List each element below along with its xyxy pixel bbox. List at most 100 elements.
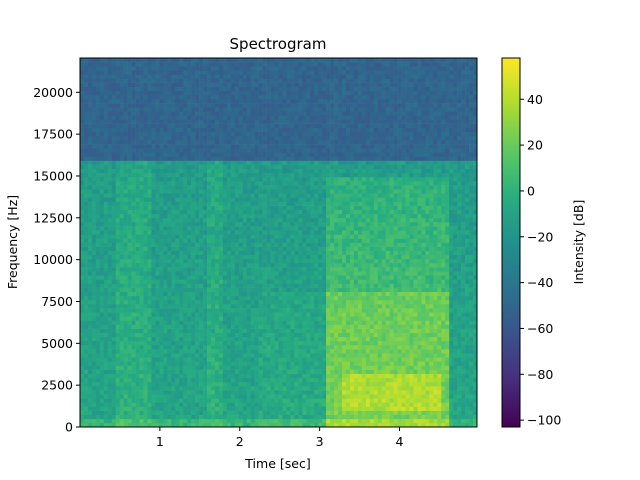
heatmap-cell xyxy=(238,152,244,157)
heatmap-cell xyxy=(167,172,172,178)
heatmap-cell xyxy=(91,193,97,198)
heatmap-cell xyxy=(115,258,120,264)
heatmap-cell xyxy=(135,340,140,346)
heatmap-cell xyxy=(99,357,105,362)
heatmap-cell xyxy=(80,295,85,301)
heatmap-cell xyxy=(123,369,128,374)
heatmap-cell xyxy=(258,254,263,260)
heatmap-cell xyxy=(234,287,240,292)
heatmap-cell xyxy=(175,123,180,128)
heatmap-cell xyxy=(115,324,120,329)
heatmap-cell xyxy=(91,312,97,317)
heatmap-cell xyxy=(179,82,184,87)
heatmap-cell xyxy=(183,246,188,251)
heatmap-cell xyxy=(147,181,152,186)
heatmap-cell xyxy=(258,103,263,108)
heatmap-cell xyxy=(175,222,180,227)
heatmap-cell xyxy=(183,267,188,272)
heatmap-cell xyxy=(270,193,275,198)
heatmap-cell xyxy=(254,90,259,96)
heatmap-cell xyxy=(151,258,156,264)
heatmap-cell xyxy=(195,361,200,366)
heatmap-cell xyxy=(131,234,136,239)
heatmap-cell xyxy=(250,316,255,321)
heatmap-cell xyxy=(270,119,275,124)
heatmap-cell xyxy=(226,156,232,161)
heatmap-cell xyxy=(91,422,97,428)
heatmap-cell xyxy=(278,164,283,169)
heatmap-cell xyxy=(135,308,140,313)
heatmap-cell xyxy=(147,234,152,239)
heatmap-cell xyxy=(115,406,120,411)
heatmap-cell xyxy=(218,111,224,116)
heatmap-cell xyxy=(226,123,232,128)
heatmap-cell xyxy=(214,365,220,370)
heatmap-cell xyxy=(199,66,204,71)
heatmap-cell xyxy=(91,103,97,108)
heatmap-cell xyxy=(119,82,124,87)
heatmap-cell xyxy=(131,267,136,272)
heatmap-cell xyxy=(266,394,271,399)
heatmap-cell xyxy=(199,131,204,137)
heatmap-cell xyxy=(119,369,124,374)
heatmap-cell xyxy=(207,291,212,297)
heatmap-cell xyxy=(95,414,101,420)
heatmap-cell xyxy=(230,226,236,231)
heatmap-cell xyxy=(294,267,299,272)
heatmap-cell xyxy=(151,135,156,141)
heatmap-cell xyxy=(199,365,204,370)
heatmap-cell xyxy=(99,258,105,264)
heatmap-cell xyxy=(222,410,228,415)
heatmap-cell xyxy=(214,381,220,387)
heatmap-cell xyxy=(183,357,188,362)
heatmap-cell xyxy=(191,74,196,79)
heatmap-cell xyxy=(230,74,236,79)
heatmap-cell xyxy=(258,353,263,358)
heatmap-cell xyxy=(282,156,287,161)
heatmap-cell xyxy=(83,213,89,219)
heatmap-cell xyxy=(179,414,184,420)
heatmap-cell xyxy=(87,410,93,415)
heatmap-cell xyxy=(203,369,208,374)
heatmap-cell xyxy=(135,181,140,186)
heatmap-cell xyxy=(131,107,136,112)
heatmap-cell xyxy=(151,119,156,124)
heatmap-cell xyxy=(214,336,220,342)
heatmap-cell xyxy=(226,127,232,133)
heatmap-cell xyxy=(207,386,212,391)
heatmap-cell xyxy=(211,99,216,104)
heatmap-cell xyxy=(115,156,120,161)
heatmap-cell xyxy=(187,152,192,157)
heatmap-cell xyxy=(155,320,160,325)
heatmap-cell xyxy=(278,336,283,342)
heatmap-cell xyxy=(179,209,184,215)
heatmap-cell xyxy=(191,176,196,182)
heatmap-cell xyxy=(147,377,152,383)
heatmap-cell xyxy=(234,115,240,120)
heatmap-cell xyxy=(278,406,283,411)
heatmap-cell xyxy=(143,111,148,116)
heatmap-cell xyxy=(254,336,259,342)
heatmap-cell xyxy=(278,377,283,383)
heatmap-cell xyxy=(91,316,97,321)
heatmap-cell xyxy=(278,308,283,313)
heatmap-cell xyxy=(107,299,113,305)
heatmap-cell xyxy=(211,345,216,350)
heatmap-cell xyxy=(246,226,252,231)
heatmap-cell xyxy=(270,353,275,358)
heatmap-cell xyxy=(95,320,101,325)
heatmap-cell xyxy=(278,275,283,280)
heatmap-cell xyxy=(222,172,228,178)
heatmap-cell xyxy=(211,62,216,67)
heatmap-cell xyxy=(107,349,113,354)
heatmap-cell xyxy=(123,275,128,280)
heatmap-cell xyxy=(99,156,105,161)
heatmap-cell xyxy=(159,193,164,198)
heatmap-cell xyxy=(290,377,295,383)
heatmap-cell xyxy=(203,217,208,223)
heatmap-cell xyxy=(262,127,267,133)
heatmap-cell xyxy=(214,172,220,178)
heatmap-cell xyxy=(111,222,117,227)
heatmap-cell xyxy=(191,111,196,116)
heatmap-cell xyxy=(115,230,120,235)
